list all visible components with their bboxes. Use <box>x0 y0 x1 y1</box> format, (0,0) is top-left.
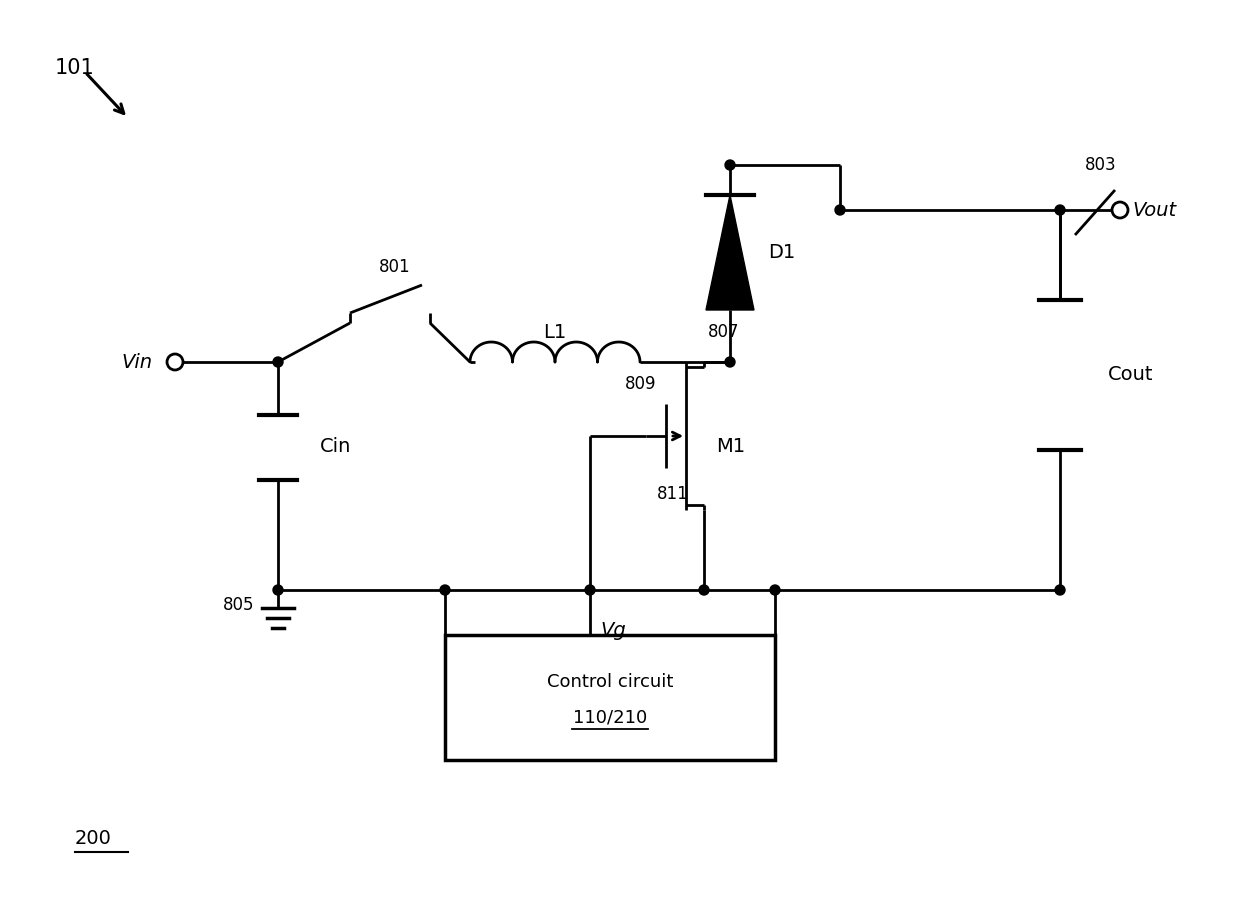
Text: D1: D1 <box>768 242 795 262</box>
Circle shape <box>769 585 781 595</box>
Circle shape <box>440 585 450 595</box>
Text: 200: 200 <box>76 828 112 847</box>
Circle shape <box>273 585 282 595</box>
Circle shape <box>835 205 845 215</box>
Text: Cin: Cin <box>320 438 352 457</box>
Text: L1: L1 <box>544 322 566 341</box>
Text: 811: 811 <box>657 485 689 503</box>
Text: 809: 809 <box>626 375 657 393</box>
Text: 803: 803 <box>1085 156 1116 174</box>
Text: Control circuit: Control circuit <box>546 673 673 691</box>
Text: 110/210: 110/210 <box>572 708 647 726</box>
Circle shape <box>1054 585 1066 595</box>
Polygon shape <box>706 195 755 310</box>
Circle shape <box>1111 202 1127 218</box>
Circle shape <box>725 160 735 170</box>
Text: 101: 101 <box>55 58 94 78</box>
Circle shape <box>167 354 183 370</box>
Circle shape <box>699 585 709 595</box>
Circle shape <box>725 357 735 367</box>
Circle shape <box>273 357 282 367</box>
Text: Cout: Cout <box>1108 366 1154 384</box>
Bar <box>445 635 776 760</box>
Circle shape <box>585 585 595 595</box>
Circle shape <box>1054 205 1066 215</box>
Text: Vin: Vin <box>121 352 152 371</box>
Text: 807: 807 <box>707 323 740 341</box>
Text: Vg: Vg <box>600 621 626 640</box>
Text: Vout: Vout <box>1132 201 1176 220</box>
Text: M1: M1 <box>716 437 745 456</box>
Text: 805: 805 <box>223 596 254 614</box>
Text: 801: 801 <box>379 258 411 276</box>
